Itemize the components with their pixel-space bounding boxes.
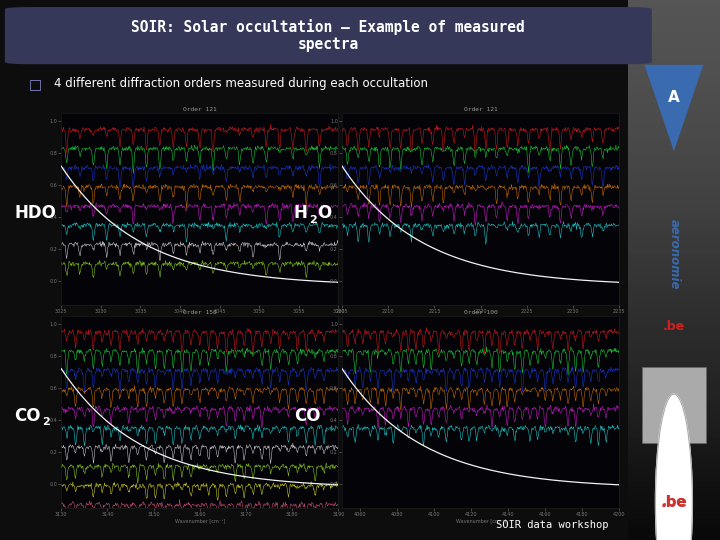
Title: Order 100: Order 100 xyxy=(464,310,498,315)
Text: .be: .be xyxy=(663,320,685,333)
Text: CO: CO xyxy=(14,407,41,425)
Title: Order 121: Order 121 xyxy=(464,107,498,112)
Text: 2: 2 xyxy=(42,417,50,427)
Text: 2: 2 xyxy=(309,215,317,225)
Text: SOIR data workshop: SOIR data workshop xyxy=(496,520,608,530)
Text: .be: .be xyxy=(660,495,688,510)
Text: 4 different diffraction orders measured during each occultation: 4 different diffraction orders measured … xyxy=(54,77,428,90)
FancyBboxPatch shape xyxy=(5,7,652,64)
X-axis label: Wavenumber [cm⁻¹]: Wavenumber [cm⁻¹] xyxy=(456,316,505,321)
Title: Order 121: Order 121 xyxy=(183,107,217,112)
Circle shape xyxy=(655,394,693,540)
Text: O: O xyxy=(318,204,332,222)
X-axis label: Wavenumber [cm⁻¹]: Wavenumber [cm⁻¹] xyxy=(456,518,505,523)
Text: aeronomie: aeronomie xyxy=(667,219,680,289)
Text: A: A xyxy=(668,90,680,105)
Text: .be: .be xyxy=(662,495,686,509)
Polygon shape xyxy=(644,65,703,151)
X-axis label: Wavenumber [cm⁻¹]: Wavenumber [cm⁻¹] xyxy=(175,518,225,523)
Text: □: □ xyxy=(29,77,42,91)
Title: Order 158: Order 158 xyxy=(183,310,217,315)
Bar xyxy=(642,367,706,443)
Text: SOIR: Solar occultation – Example of measured
spectra: SOIR: Solar occultation – Example of mea… xyxy=(132,19,525,52)
Text: CO: CO xyxy=(294,407,320,425)
Text: HDO: HDO xyxy=(14,204,56,222)
Text: H: H xyxy=(294,204,307,222)
X-axis label: Wavenumber [cm⁻¹]: Wavenumber [cm⁻¹] xyxy=(175,316,225,321)
